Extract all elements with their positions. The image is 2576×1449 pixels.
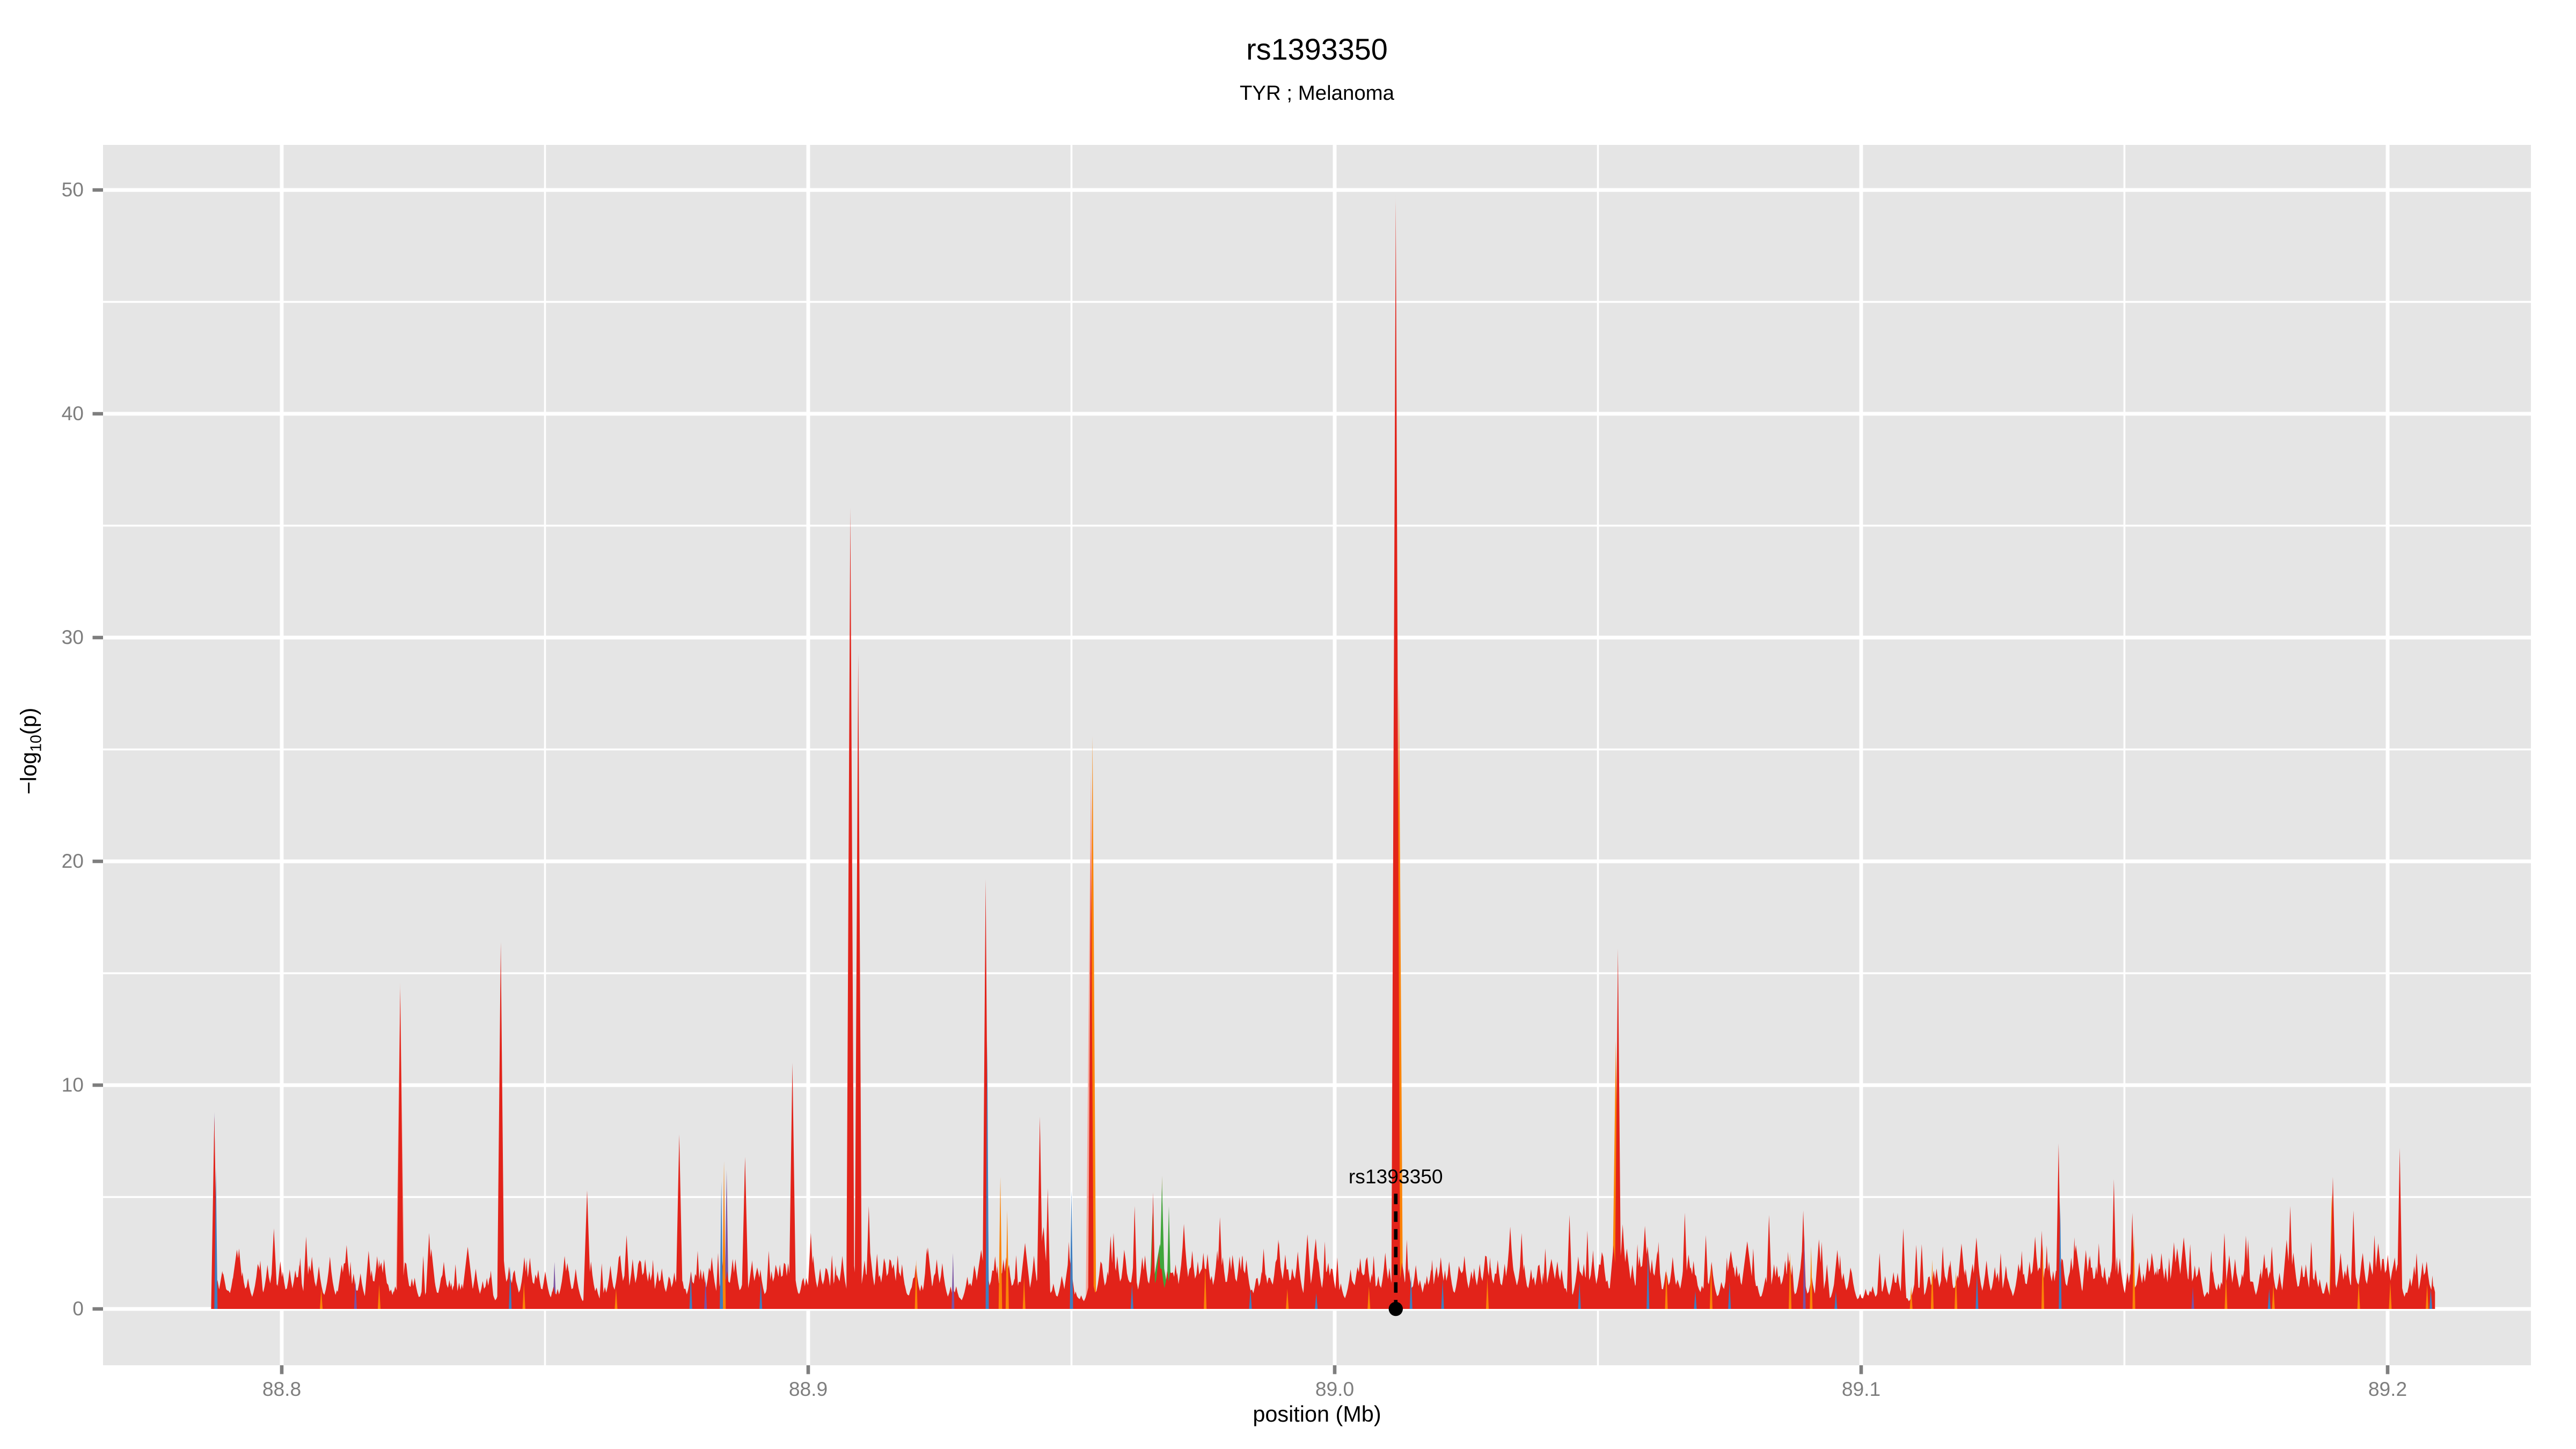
y-axis-title: −log10(p) — [17, 639, 46, 864]
x-tick-label: 89.0 — [1315, 1378, 1355, 1401]
page-title: rs1393350 — [1246, 32, 1388, 66]
y-tick-label: 50 — [61, 178, 84, 201]
y-axis-title-sub: 10 — [28, 735, 46, 752]
x-tick-label: 89.2 — [2368, 1378, 2407, 1401]
y-tick-label: 30 — [61, 625, 84, 648]
axis-ticks — [92, 188, 2390, 1374]
snp-point-marker — [1388, 1301, 1403, 1316]
y-tick-label: 20 — [61, 849, 84, 872]
x-axis-title: position (Mb) — [1253, 1402, 1381, 1426]
y-axis-title-post: (p) — [17, 707, 41, 735]
snp-annotation-label: rs1393350 — [1348, 1166, 1443, 1189]
x-tick-label: 88.9 — [788, 1378, 828, 1401]
grid-minor — [103, 145, 2531, 1365]
plot-panel — [103, 145, 2531, 1365]
x-tick-label: 88.8 — [262, 1378, 302, 1401]
y-tick-label: 10 — [61, 1073, 84, 1096]
y-tick-label: 0 — [72, 1297, 84, 1320]
plot-subtitle: TYR ; Melanoma — [1239, 80, 1395, 105]
x-tick-label: 89.1 — [1841, 1378, 1881, 1401]
y-axis-title-pre: −log — [17, 752, 41, 795]
y-tick-label: 40 — [61, 401, 84, 425]
series-orange-pre — [1088, 682, 2335, 1309]
